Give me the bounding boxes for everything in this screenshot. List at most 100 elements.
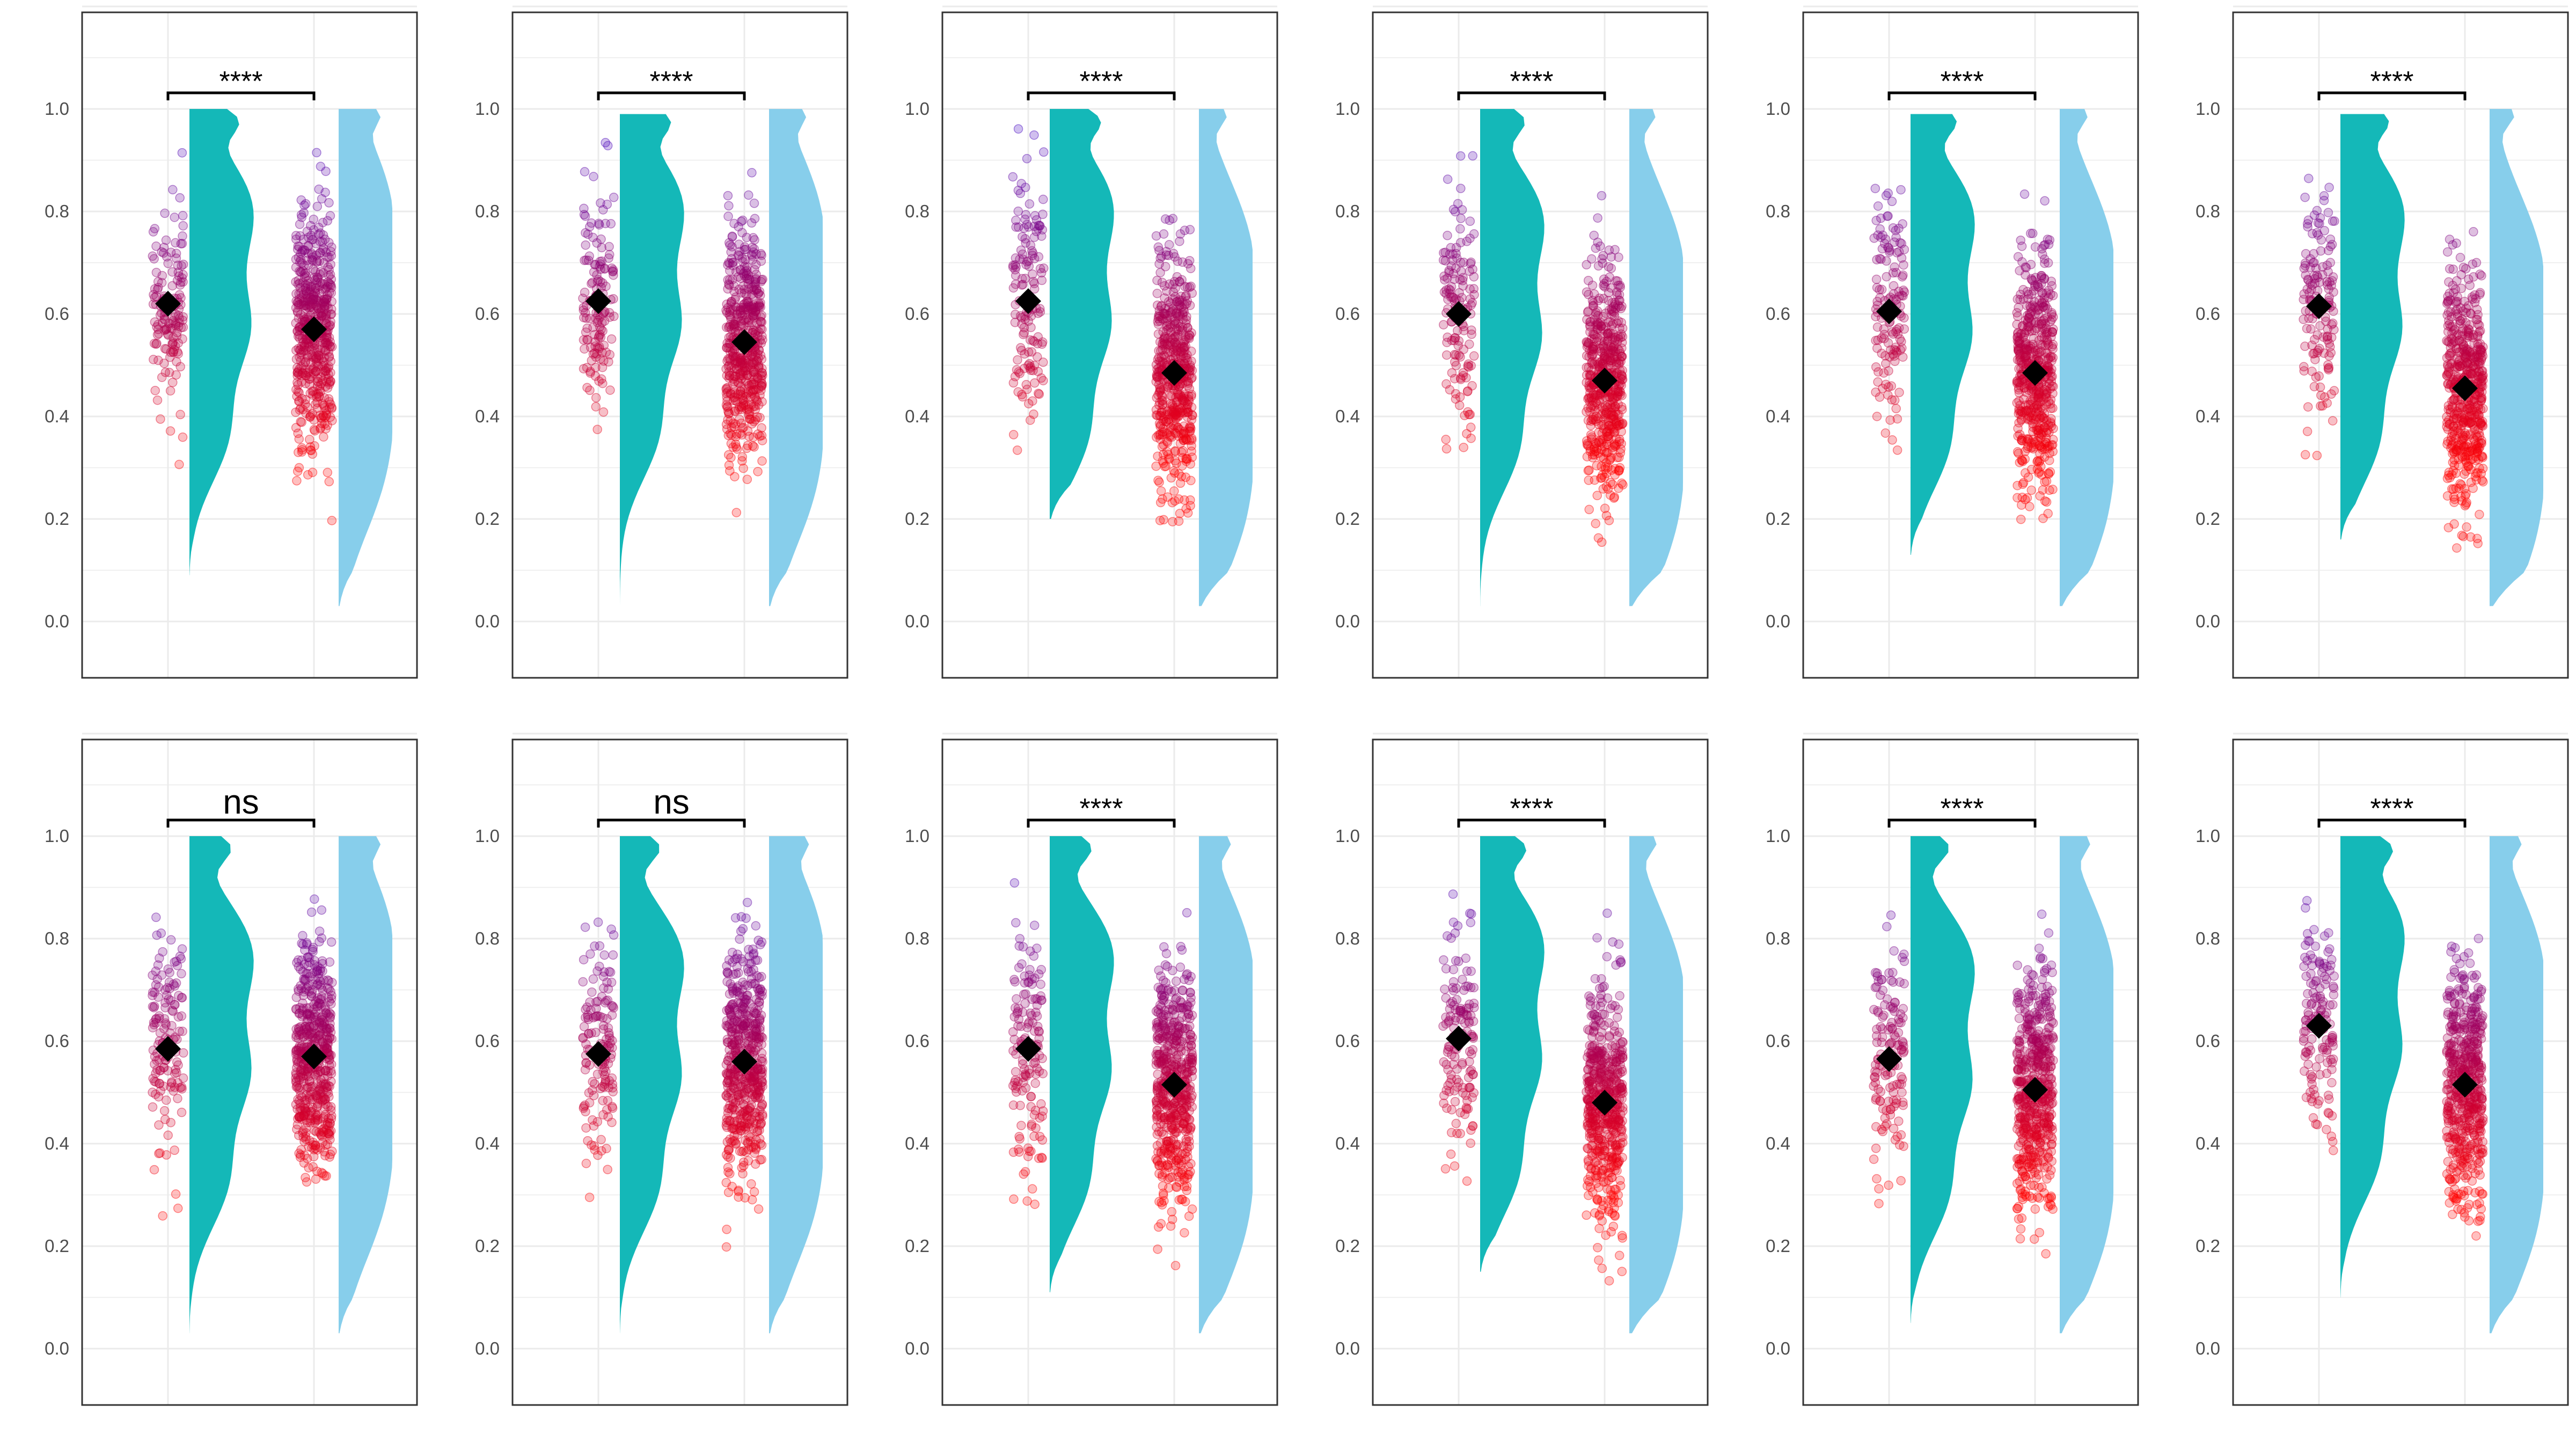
- data-point: [1618, 480, 1628, 490]
- data-point: [324, 976, 334, 986]
- data-point: [728, 418, 738, 428]
- data-point: [2462, 358, 2472, 368]
- data-point: [2457, 530, 2467, 540]
- data-point: [592, 966, 602, 976]
- data-point: [1892, 414, 1902, 424]
- data-point: [312, 373, 323, 383]
- panel-6: ****0.00.20.40.60.81.0: [2196, 5, 2569, 679]
- data-point: [321, 166, 331, 176]
- data-point: [580, 922, 590, 932]
- data-point: [744, 190, 753, 200]
- data-point: [170, 1082, 180, 1092]
- data-point: [177, 1108, 187, 1117]
- data-point: [326, 1027, 336, 1037]
- data-point: [2316, 235, 2326, 245]
- data-point: [750, 327, 760, 337]
- data-point: [724, 409, 734, 419]
- data-point: [155, 310, 165, 320]
- data-point: [1469, 272, 1479, 282]
- data-point: [169, 345, 179, 355]
- data-point: [1031, 215, 1042, 225]
- data-point: [303, 341, 313, 352]
- y-tick-label: 0.4: [2196, 406, 2220, 426]
- data-point: [2460, 469, 2469, 479]
- data-point: [291, 234, 301, 244]
- data-point: [310, 894, 319, 904]
- data-point: [149, 290, 158, 299]
- data-point: [1155, 497, 1166, 508]
- y-tick-label: 0.0: [1766, 611, 1790, 631]
- data-point: [156, 414, 165, 424]
- data-point: [736, 303, 746, 312]
- data-point: [173, 310, 184, 320]
- data-point: [2462, 447, 2472, 457]
- y-tick-label: 0.8: [45, 201, 69, 221]
- data-point: [1175, 322, 1185, 332]
- data-point: [148, 991, 157, 1000]
- data-point: [299, 976, 310, 985]
- y-tick-label: 1.0: [905, 99, 930, 119]
- data-point: [302, 338, 311, 347]
- y-tick-label: 0.6: [1335, 304, 1360, 324]
- data-point: [2324, 284, 2334, 294]
- data-point: [2304, 173, 2314, 184]
- data-point: [324, 198, 334, 208]
- significance-label: ****: [2370, 66, 2414, 97]
- data-point: [296, 377, 306, 387]
- data-point: [1596, 241, 1605, 251]
- data-point: [152, 330, 163, 340]
- data-point: [1887, 395, 1897, 405]
- data-point: [2324, 182, 2334, 192]
- data-point: [150, 224, 160, 233]
- data-point: [2043, 509, 2053, 518]
- data-point: [326, 283, 336, 292]
- data-point: [2468, 484, 2478, 493]
- data-point: [291, 254, 301, 264]
- y-tick-label: 0.2: [475, 509, 500, 529]
- data-point: [175, 193, 185, 203]
- data-point: [325, 1127, 334, 1137]
- data-point: [741, 376, 750, 386]
- data-point: [2016, 289, 2025, 299]
- data-point: [593, 917, 603, 927]
- data-point: [171, 978, 181, 988]
- data-point: [163, 330, 173, 340]
- data-point: [324, 394, 334, 404]
- data-point: [159, 314, 169, 324]
- data-point: [176, 239, 186, 248]
- data-point: [596, 1135, 606, 1145]
- data-point: [1616, 420, 1626, 429]
- data-point: [165, 352, 175, 362]
- data-point: [170, 1145, 179, 1155]
- data-point: [1024, 399, 1034, 408]
- data-point: [324, 477, 334, 487]
- data-point: [1872, 322, 1883, 332]
- data-point: [1013, 124, 1023, 134]
- data-point: [1469, 351, 1479, 361]
- data-point: [1008, 378, 1019, 388]
- data-point: [1463, 359, 1473, 369]
- data-point: [1456, 214, 1466, 223]
- data-point: [594, 376, 604, 386]
- data-point: [178, 1026, 187, 1036]
- data-point: [2014, 418, 2024, 428]
- data-point: [2018, 394, 2029, 404]
- data-point: [306, 350, 316, 360]
- data-point: [2472, 533, 2482, 544]
- data-point: [165, 426, 175, 436]
- data-point: [1466, 433, 1476, 443]
- data-point: [748, 441, 758, 451]
- data-point: [1184, 255, 1195, 266]
- data-point: [1439, 320, 1448, 330]
- data-point: [291, 289, 301, 299]
- data-point: [1157, 313, 1167, 324]
- density-group2: [2060, 109, 2113, 606]
- data-point: [2443, 307, 2454, 317]
- y-tick-label: 1.0: [1335, 99, 1360, 119]
- data-point: [301, 365, 310, 375]
- data-point: [296, 1112, 306, 1122]
- data-point: [2475, 431, 2485, 441]
- data-point: [325, 211, 335, 221]
- data-point: [599, 950, 609, 960]
